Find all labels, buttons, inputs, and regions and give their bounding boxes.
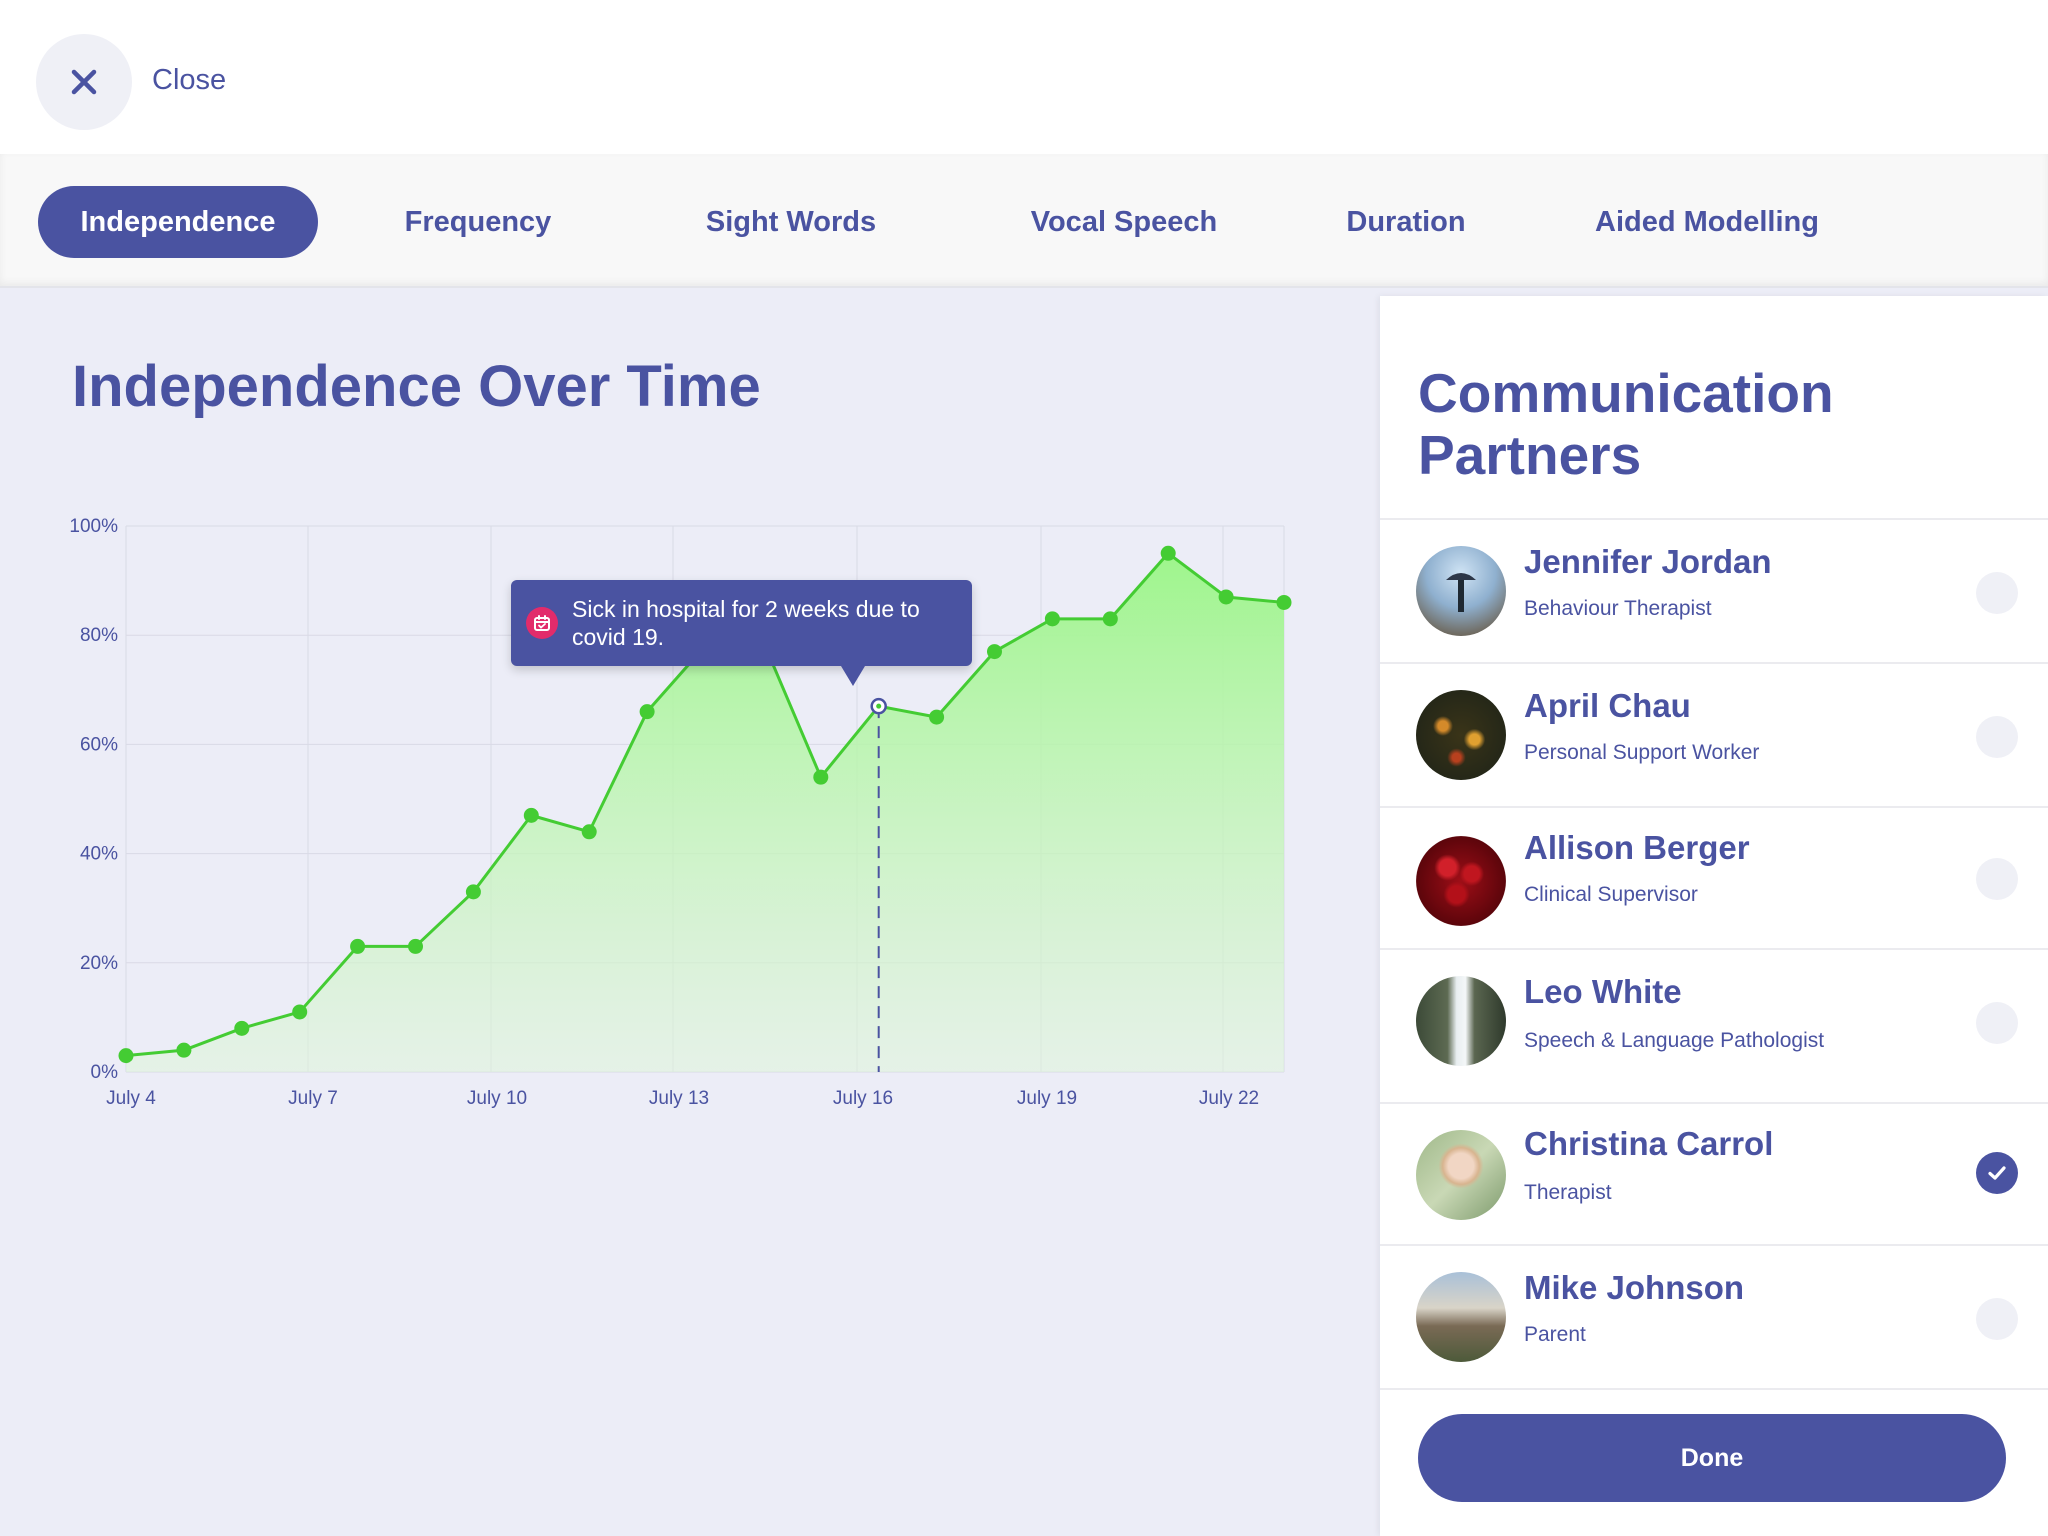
- y-tick-label: 100%: [69, 516, 118, 537]
- partner-role: Speech & Language Pathologist: [1524, 1029, 1825, 1052]
- header: Close: [0, 0, 2048, 154]
- data-point: [929, 709, 945, 725]
- independence-chart: 0% 20% 40% 60% 80% 100% July 4 July 7 July 10 Jul…: [69, 516, 1292, 1109]
- done-button[interactable]: Done: [1418, 1414, 2006, 1502]
- partner-row[interactable]: Allison Berger Clinical Supervisor: [1380, 806, 2048, 948]
- x-tick-label: July 10: [467, 1088, 527, 1109]
- y-tick-label: 80%: [80, 625, 118, 646]
- calendar-icon: [526, 607, 558, 639]
- avatar: [1416, 976, 1506, 1066]
- annotation-point-center: [876, 703, 882, 709]
- avatar: [1416, 1130, 1506, 1220]
- partner-role: Therapist: [1524, 1181, 1612, 1204]
- partner-row[interactable]: Leo White Speech & Language Pathologist: [1380, 948, 2048, 1102]
- close-icon: [71, 69, 97, 95]
- data-point: [523, 807, 539, 823]
- tab-independence[interactable]: Independence: [38, 186, 318, 258]
- tab-aided-modelling[interactable]: Aided Modelling: [1595, 206, 1819, 238]
- partner-name: April Chau: [1524, 687, 1691, 724]
- y-tick-label: 60%: [80, 734, 118, 755]
- select-checkbox[interactable]: [1976, 1002, 2018, 1044]
- partner-role: Parent: [1524, 1323, 1586, 1346]
- checkmark-icon: [1988, 1166, 2006, 1180]
- data-point: [987, 644, 1002, 660]
- avatar: [1416, 546, 1506, 636]
- y-tick-label: 40%: [80, 844, 118, 865]
- partner-name: Mike Johnson: [1524, 1269, 1745, 1306]
- x-tick-label: July 4: [106, 1088, 156, 1109]
- x-tick-label: July 7: [288, 1088, 338, 1109]
- x-tick-label: July 13: [649, 1088, 709, 1109]
- tab-sight-words[interactable]: Sight Words: [705, 206, 877, 238]
- panel-title: Communication Partners: [1418, 362, 1834, 486]
- data-point: [176, 1042, 192, 1058]
- tooltip-text: Sick in hospital for 2 weeks due to covi…: [572, 596, 920, 650]
- partner-role: Personal Support Worker: [1524, 741, 1760, 764]
- select-checkbox[interactable]: [1976, 716, 2018, 758]
- data-point: [639, 704, 655, 720]
- data-point: [1044, 611, 1060, 627]
- data-point: [350, 938, 366, 954]
- data-point: [292, 1004, 308, 1020]
- select-checkbox[interactable]: [1976, 1298, 2018, 1340]
- partner-role: Behaviour Therapist: [1524, 597, 1712, 620]
- partner-name: Allison Berger: [1524, 829, 1750, 866]
- tab-frequency[interactable]: Frequency: [404, 206, 552, 238]
- x-tick-label: July 16: [833, 1088, 893, 1109]
- tab-bar: Independence Frequency Sight Words Vocal…: [0, 154, 2048, 288]
- close-button[interactable]: [36, 34, 132, 130]
- data-point: [465, 884, 481, 900]
- communication-partners-panel: Communication Partners Jennifer Jordan B…: [1380, 296, 2048, 1536]
- event-tooltip[interactable]: Sick in hospital for 2 weeks due to covi…: [511, 580, 972, 686]
- partner-row[interactable]: April Chau Personal Support Worker: [1380, 662, 2048, 806]
- partner-row[interactable]: Jennifer Jordan Behaviour Therapist: [1380, 518, 2048, 662]
- data-point: [1218, 589, 1234, 605]
- data-point: [813, 769, 829, 785]
- chart-title: Independence Over Time: [72, 354, 761, 419]
- avatar: [1416, 690, 1506, 780]
- select-checkbox[interactable]: [1976, 572, 2018, 614]
- data-point: [118, 1048, 134, 1064]
- data-point: [234, 1020, 250, 1036]
- partner-name: Christina Carrol: [1524, 1125, 1774, 1162]
- select-checkbox-checked[interactable]: [1976, 1152, 2018, 1194]
- avatar: [1416, 1272, 1506, 1362]
- close-label[interactable]: Close: [152, 64, 227, 96]
- tab-duration[interactable]: Duration: [1346, 206, 1466, 238]
- data-point: [1276, 594, 1292, 610]
- partner-name: Leo White: [1524, 973, 1682, 1010]
- tab-vocal-speech[interactable]: Vocal Speech: [1030, 206, 1218, 238]
- series-area: [126, 553, 1284, 1072]
- partner-row[interactable]: Mike Johnson Parent: [1380, 1244, 2048, 1388]
- partner-name: Jennifer Jordan: [1524, 543, 1772, 580]
- chart-area: Independence Over Time 0% 20% 40% 60% 80% 100…: [0, 290, 1378, 1536]
- data-point: [1102, 611, 1118, 627]
- partner-row[interactable]: Christina Carrol Therapist: [1380, 1102, 2048, 1244]
- data-point: [581, 824, 597, 840]
- select-checkbox[interactable]: [1976, 858, 2018, 900]
- data-point: [408, 938, 423, 954]
- y-tick-label: 0%: [91, 1062, 119, 1083]
- y-tick-label: 20%: [80, 953, 118, 974]
- x-tick-label: July 19: [1017, 1088, 1077, 1109]
- partner-role: Clinical Supervisor: [1524, 883, 1698, 906]
- data-point: [1160, 545, 1176, 561]
- tooltip-arrow: [841, 666, 865, 686]
- avatar: [1416, 836, 1506, 926]
- divider: [1380, 1388, 2048, 1390]
- x-tick-label: July 22: [1199, 1088, 1259, 1109]
